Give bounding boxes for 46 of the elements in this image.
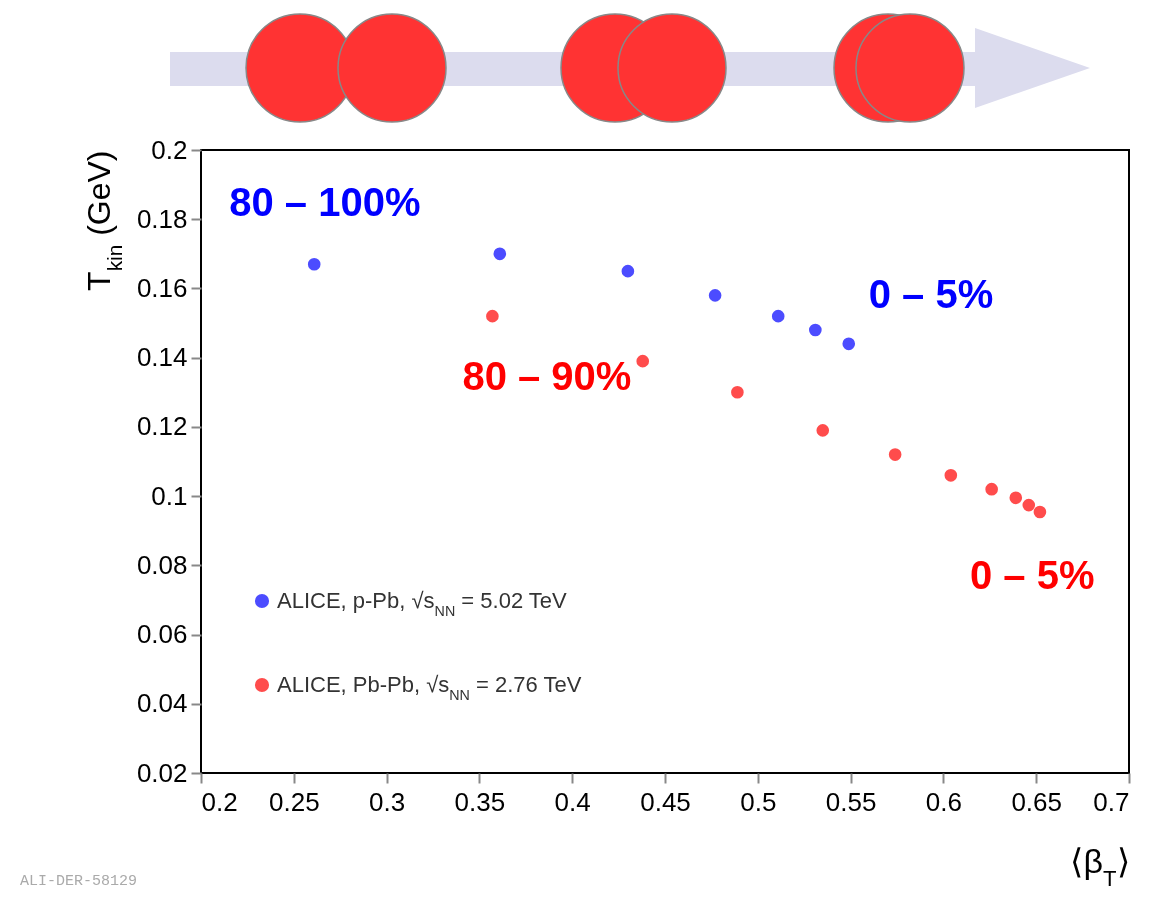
point — [1033, 505, 1047, 519]
point — [493, 247, 507, 261]
point — [985, 482, 998, 496]
point — [621, 264, 635, 278]
legend-label: ALICE, Pb-Pb, √s$_{NN}$ = 2.76 TeV — [277, 672, 582, 703]
annotation: 80 – 90% — [462, 354, 632, 399]
x-tick-label: 0.2 — [201, 786, 238, 817]
x-tick-label: 0.5 — [740, 786, 777, 817]
point — [888, 448, 902, 461]
y-tick-label: 0.02 — [136, 757, 188, 788]
x-tick-label: 0.25 — [269, 786, 320, 817]
y-tick-label: 0.16 — [136, 272, 188, 303]
y-tick-label: 0.04 — [136, 688, 188, 719]
point — [1009, 491, 1023, 505]
point — [816, 424, 830, 437]
point — [731, 385, 744, 399]
legend-label: ALICE, p-Pb, √s$_{NN}$ = 5.02 TeV — [277, 588, 568, 619]
y-tick-label: 0.14 — [136, 342, 188, 373]
point — [842, 337, 856, 351]
x-tick-label: 0.6 — [925, 786, 962, 817]
annotation: 0 – 5% — [868, 271, 994, 316]
annotation: 0 – 5% — [969, 553, 1095, 598]
text: ALI-DER-58129 — [20, 873, 138, 890]
y-tick-label: 0.08 — [136, 549, 188, 580]
y-tick-label: 0.06 — [136, 619, 188, 650]
x-tick-label: 0.35 — [454, 786, 506, 817]
y-tick-label: 0.18 — [136, 203, 188, 234]
x-tick-label: 0.55 — [825, 786, 877, 817]
x-tick-label: 0.4 — [554, 786, 591, 817]
x-axis-title: ⟨β$_{T}$⟩ — [1070, 841, 1130, 890]
x-tick-label: 0.3 — [369, 786, 406, 817]
point — [708, 289, 722, 302]
point — [307, 257, 321, 271]
point — [636, 354, 650, 368]
x-tick-label: 0.65 — [1011, 786, 1062, 817]
x-tick-label: 0.7 — [1093, 786, 1130, 817]
y-tick-label: 0.12 — [136, 411, 188, 442]
x-tick-label: 0.45 — [640, 786, 691, 817]
y-tick-label: 0.2 — [151, 134, 188, 165]
point — [1022, 498, 1036, 512]
point — [809, 323, 822, 337]
point — [944, 469, 958, 482]
annotation: 80 – 100% — [229, 180, 421, 225]
point — [486, 309, 499, 323]
y-tick-label: 0.1 — [151, 480, 188, 511]
point — [771, 309, 785, 323]
